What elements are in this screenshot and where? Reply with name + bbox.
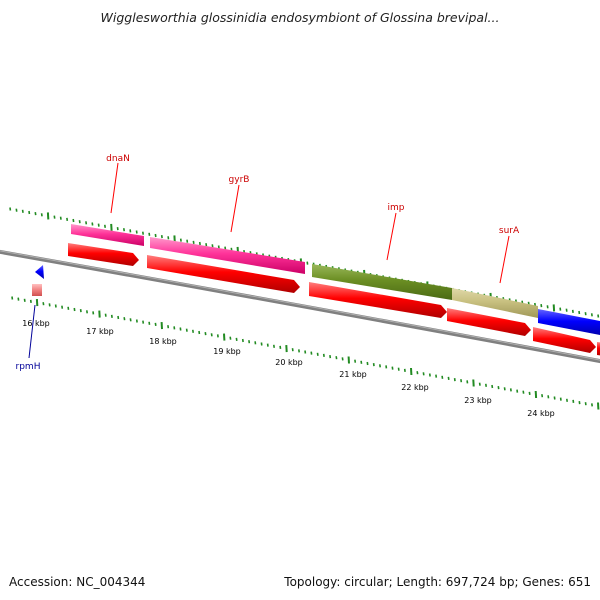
scale-label-16kbp: 16 kbp (22, 319, 50, 328)
rpmH-label[interactable]: rpmH (16, 362, 41, 372)
dnaN-label[interactable]: dnaN (106, 154, 130, 164)
next-cds-arrow[interactable] (533, 327, 596, 353)
surA-feature[interactable] (452, 288, 538, 318)
scale-label-22kbp: 22 kbp (401, 383, 429, 392)
gyrB-label-line (230, 184, 240, 233)
imp-feature[interactable] (312, 264, 452, 300)
scale-label-21kbp: 21 kbp (339, 370, 367, 379)
surA-cds-arrow[interactable] (447, 308, 531, 336)
dnaN-cds-arrow[interactable] (68, 243, 139, 266)
partial-cds-arrow[interactable] (597, 342, 600, 356)
imp-label[interactable]: imp (388, 203, 405, 213)
surA-label[interactable]: surA (499, 226, 520, 236)
gyrB-label[interactable]: gyrB (229, 175, 250, 185)
surA-label-line (499, 235, 510, 284)
scale-label-20kbp: 20 kbp (275, 358, 303, 367)
accession-text: Accession: NC_004344 (9, 575, 146, 589)
rpmH-cds-arrow[interactable] (35, 265, 44, 279)
genome-summary-text: Topology: circular; Length: 697,724 bp; … (284, 575, 591, 589)
genome-backbone-highlight (0, 250, 600, 361)
map-title: Wigglesworthia glossinidia endosymbiont … (100, 10, 500, 25)
genome-backbone (0, 249, 600, 364)
gyrB-feature[interactable] (150, 237, 305, 274)
scale-label-19kbp: 19 kbp (213, 347, 241, 356)
scale-label-23kbp: 23 kbp (464, 396, 492, 405)
dnaN-label-line (110, 162, 119, 214)
gyrB-cds-arrow[interactable] (147, 255, 300, 293)
imp-cds-arrow[interactable] (309, 282, 447, 318)
scale-label-24kbp: 24 kbp (527, 409, 555, 418)
rpmH-feature[interactable] (32, 284, 42, 296)
next-gene-feature[interactable] (538, 309, 600, 336)
scale-label-18kbp: 18 kbp (149, 337, 177, 346)
dnaN-feature[interactable] (71, 224, 144, 246)
scale-label-17kbp: 17 kbp (86, 327, 114, 336)
imp-label-line (386, 212, 397, 261)
lower-tick-marks (11, 296, 600, 410)
rpmH-label-line (28, 304, 36, 359)
